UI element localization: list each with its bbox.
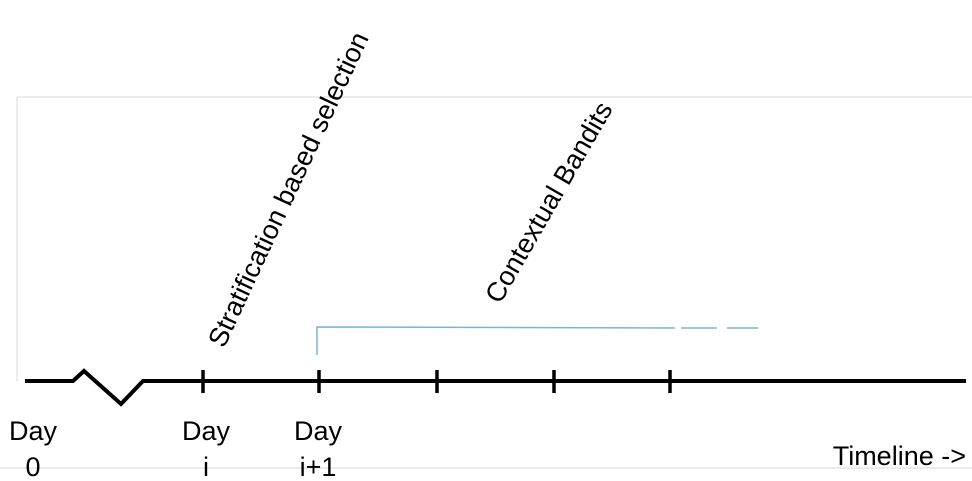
phase-label-stratification: Stratification based selection	[202, 27, 374, 351]
day-i-plus-1-label-line2: i+1	[300, 452, 337, 481]
day-i-plus-1-label-line1: Day	[294, 416, 343, 446]
day-0-label-line2: 0	[25, 452, 40, 481]
timeline-line	[25, 368, 966, 407]
day-i-label-line2: i	[203, 452, 209, 481]
day-i-label-line1: Day	[182, 416, 231, 446]
day-0-label-line1: Day	[9, 416, 58, 446]
phase-label-contextual-bandits: Contextual Bandits	[479, 97, 618, 308]
bandits-bracket	[316, 326, 676, 355]
timeline-caption: Timeline ->	[833, 441, 966, 471]
